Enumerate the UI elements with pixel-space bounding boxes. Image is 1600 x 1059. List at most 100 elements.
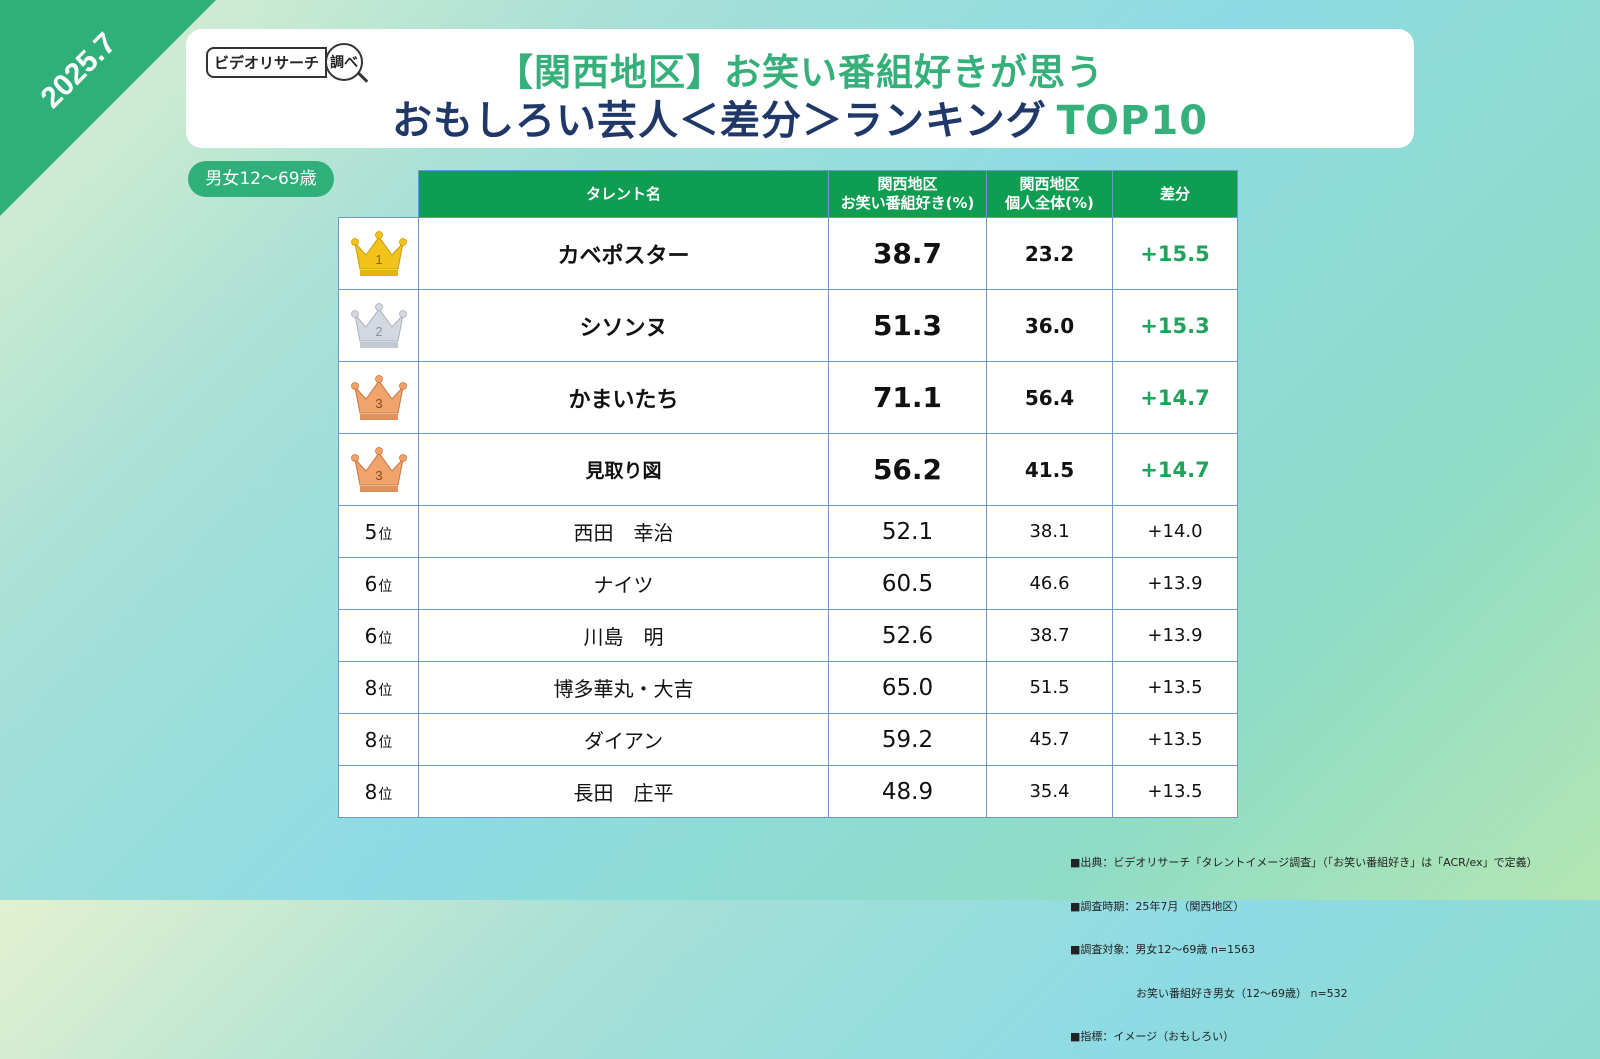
crown-rank-number: 1 (375, 252, 382, 267)
diff-value: +13.9 (1112, 609, 1238, 662)
diff-value: +14.7 (1112, 433, 1238, 506)
fan-value: 51.3 (828, 289, 987, 362)
name-header: タレント名 (418, 170, 829, 218)
talent-name: シソンヌ (418, 289, 829, 362)
fan-value: 59.2 (828, 713, 987, 766)
segment-badge: 男女12～69歳 (188, 161, 334, 197)
rank-unit: 位 (378, 526, 393, 543)
footnote-period: ■調査時期：25年7月（関西地区） (1070, 899, 1245, 913)
fan-header: 関西地区 お笑い番組好き(%) (828, 170, 987, 218)
rank-number: 6 (364, 623, 378, 648)
table-row: 2 シソンヌ 51.3 36.0 +15.3 (338, 289, 1238, 362)
talent-name: 西田 幸治 (418, 505, 829, 558)
rank-unit: 位 (378, 682, 393, 699)
rank-cell: 2 (338, 289, 419, 362)
crown-rank-number: 3 (375, 396, 382, 411)
fan-value: 65.0 (828, 661, 987, 714)
diff-value: +13.5 (1112, 765, 1238, 818)
rank-cell: 6位 (338, 557, 419, 610)
all-value: 36.0 (986, 289, 1113, 362)
page-title-line1: 【関西地区】お笑い番組好きが思う (496, 51, 1104, 94)
all-value: 46.6 (986, 557, 1113, 610)
table-row: 3 かまいたち 71.1 56.4 +14.7 (338, 361, 1238, 434)
talent-name: かまいたち (418, 361, 829, 434)
fan-value: 52.6 (828, 609, 987, 662)
diff-value: +14.0 (1112, 505, 1238, 558)
rank-number: 5 (364, 519, 378, 544)
talent-name: カベポスター (418, 217, 829, 290)
all-header-line1: 関西地区 (1019, 175, 1080, 193)
talent-name: 博多華丸・大吉 (418, 661, 829, 714)
table-row: 5位 西田 幸治 52.1 38.1 +14.0 (338, 505, 1238, 558)
corner-ribbon (0, 0, 216, 216)
rank-cell: 5位 (338, 505, 419, 558)
footnote-target-sub: お笑い番組好き男女（12～69歳） n=532 (1070, 986, 1348, 1000)
header-card: ビデオリサーチ 調べ 【関西地区】お笑い番組好きが思う おもしろい芸人＜差分＞ラ… (186, 29, 1414, 148)
diff-value: +15.3 (1112, 289, 1238, 362)
title-main: おもしろい芸人＜差分＞ランキング (391, 98, 1047, 144)
ranking-body: 1 カベポスター 38.7 23.2 +15.5 2 シソンヌ 51.3 36.0 +15.3 3 か… (338, 217, 1238, 818)
fan-header-line1: 関西地区 (877, 175, 938, 193)
rank-unit: 位 (378, 734, 393, 751)
rank-unit: 位 (378, 630, 393, 647)
fan-value: 38.7 (828, 217, 987, 290)
rank-number: 8 (364, 727, 378, 752)
all-value: 41.5 (986, 433, 1113, 506)
rank-cell: 3 (338, 433, 419, 506)
table-row: 3 見取り図 56.2 41.5 +14.7 (338, 433, 1238, 506)
rank-unit: 位 (378, 578, 393, 595)
table-row: 6位 ナイツ 60.5 46.6 +13.9 (338, 557, 1238, 610)
table-row: 1 カベポスター 38.7 23.2 +15.5 (338, 217, 1238, 290)
crown-icon: 1 (350, 230, 407, 276)
diff-value: +15.5 (1112, 217, 1238, 290)
table-row: 8位 ダイアン 59.2 45.7 +13.5 (338, 713, 1238, 766)
fan-header-line2: お笑い番組好き(%) (840, 194, 975, 212)
rank-cell: 6位 (338, 609, 419, 662)
diff-value: +13.5 (1112, 713, 1238, 766)
all-value: 56.4 (986, 361, 1113, 434)
title-top10: TOP10 (1056, 98, 1209, 144)
fan-value: 52.1 (828, 505, 987, 558)
all-value: 23.2 (986, 217, 1113, 290)
magnifier-icon: 調べ (325, 43, 364, 81)
all-value: 45.7 (986, 713, 1113, 766)
table-row: 8位 長田 庄平 48.9 35.4 +13.5 (338, 765, 1238, 818)
diff-header: 差分 (1112, 170, 1238, 218)
table-row: 6位 川島 明 52.6 38.7 +13.9 (338, 609, 1238, 662)
crown-rank-number: 2 (375, 324, 382, 339)
footnote-source: ■出典：ビデオリサーチ「タレントイメージ調査」（「お笑い番組好き」は「ACR/e… (1070, 856, 1538, 869)
all-header-line2: 個人全体(%) (1005, 194, 1094, 212)
table-header-row: タレント名 関西地区 お笑い番組好き(%) 関西地区 個人全体(%) 差分 (338, 170, 1238, 218)
brand-logo: ビデオリサーチ 調べ (206, 43, 364, 81)
diff-value: +13.5 (1112, 661, 1238, 714)
logo-text: ビデオリサーチ (206, 46, 328, 78)
all-value: 35.4 (986, 765, 1113, 818)
fan-value: 56.2 (828, 433, 987, 506)
footnote-target: ■調査対象：男女12～69歳 n=1563 (1070, 943, 1256, 956)
all-value: 38.1 (986, 505, 1113, 558)
crown-icon: 2 (350, 302, 407, 348)
rank-number: 8 (364, 779, 378, 804)
footnotes: ■出典：ビデオリサーチ「タレントイメージ調査」（「お笑い番組好き」は「ACR/e… (1070, 827, 1538, 1059)
diff-value: +13.9 (1112, 557, 1238, 610)
ranking-table: タレント名 関西地区 お笑い番組好き(%) 関西地区 個人全体(%) 差分 1 カベポ… (338, 170, 1238, 818)
fan-value: 60.5 (828, 557, 987, 610)
rank-number: 6 (364, 571, 378, 596)
diff-value: +14.7 (1112, 361, 1238, 434)
talent-name: ダイアン (418, 713, 829, 766)
talent-name: 川島 明 (418, 609, 829, 662)
rank-number: 8 (364, 675, 378, 700)
rank-header (338, 170, 419, 218)
rank-cell: 8位 (338, 661, 419, 714)
crown-icon: 3 (350, 446, 407, 492)
crown-rank-number: 3 (375, 468, 382, 483)
talent-name: ナイツ (418, 557, 829, 610)
page-title-line2: おもしろい芸人＜差分＞ランキング TOP10 (186, 88, 1414, 146)
all-value: 38.7 (986, 609, 1113, 662)
table-row: 8位 博多華丸・大吉 65.0 51.5 +13.5 (338, 661, 1238, 714)
footnote-metric: ■指標：イメージ（おもしろい） (1070, 1030, 1235, 1043)
rank-cell: 8位 (338, 765, 419, 818)
fan-value: 71.1 (828, 361, 987, 434)
talent-name: 見取り図 (418, 433, 829, 506)
rank-unit: 位 (378, 786, 393, 803)
